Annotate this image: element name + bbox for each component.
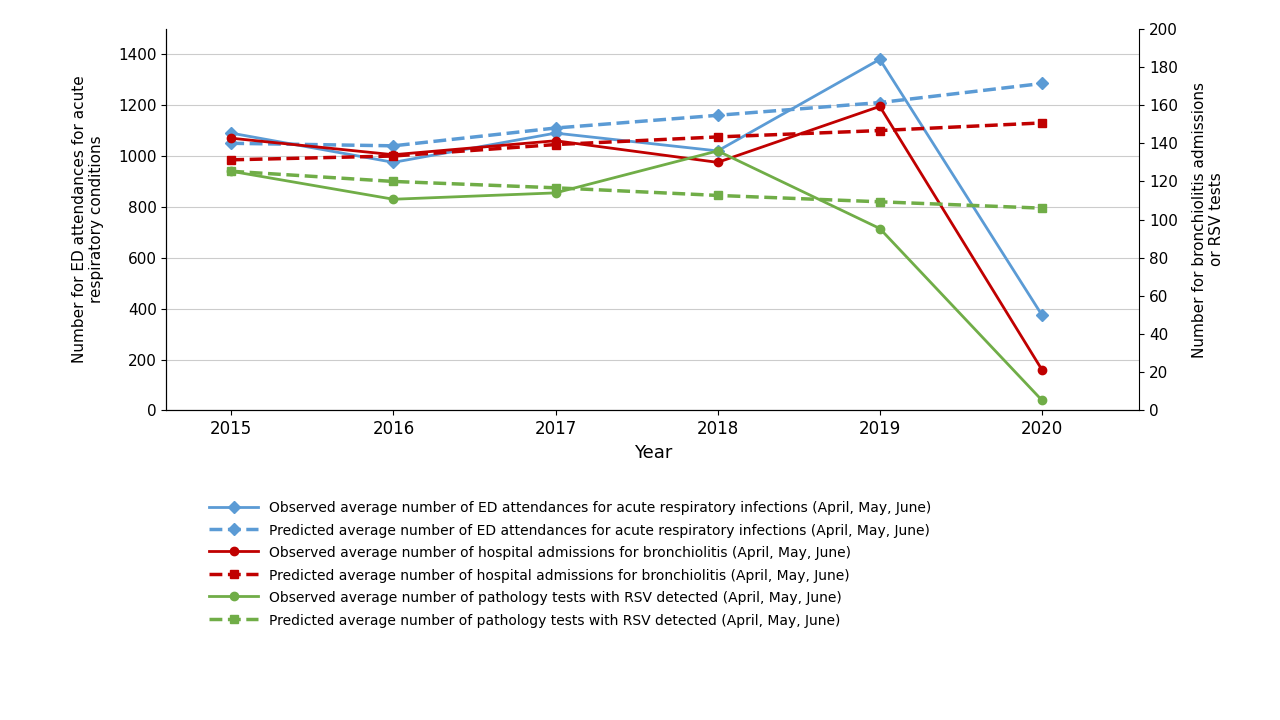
X-axis label: Year: Year xyxy=(634,444,672,462)
Y-axis label: Number for ED attendances for acute
respiratory conditions: Number for ED attendances for acute resp… xyxy=(72,76,104,364)
Y-axis label: Number for bronchiolitis admissions
or RSV tests: Number for bronchiolitis admissions or R… xyxy=(1192,81,1224,358)
Legend: Observed average number of ED attendances for acute respiratory infections (Apri: Observed average number of ED attendance… xyxy=(202,494,938,634)
